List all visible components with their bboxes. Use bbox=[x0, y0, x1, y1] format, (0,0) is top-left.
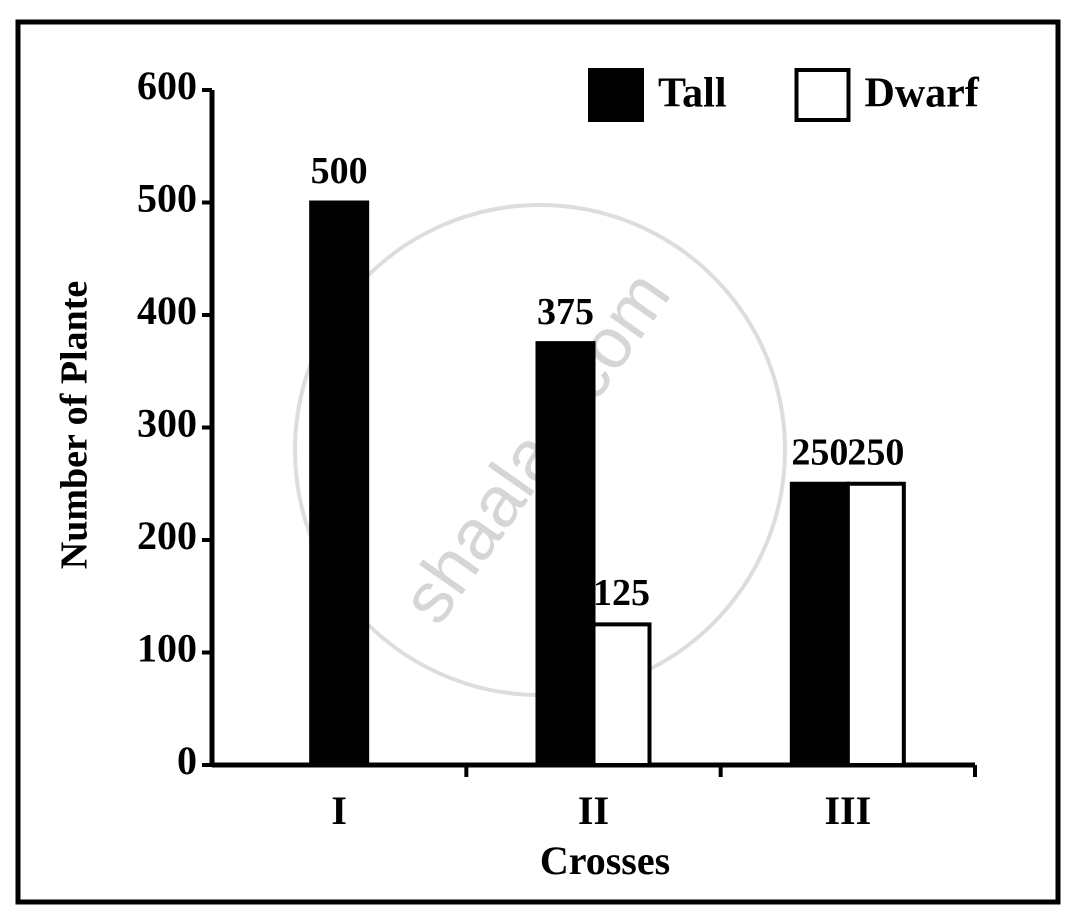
y-tick-label: 500 bbox=[137, 176, 197, 221]
data-label: 250 bbox=[847, 431, 904, 473]
x-tick-label: III bbox=[824, 788, 871, 833]
bar bbox=[309, 200, 370, 767]
x-tick-label: I bbox=[331, 788, 347, 833]
x-tick-label: II bbox=[578, 788, 609, 833]
data-label: 250 bbox=[791, 431, 848, 473]
y-tick-label: 200 bbox=[137, 513, 197, 558]
bar bbox=[845, 481, 906, 767]
y-tick-label: 600 bbox=[137, 63, 197, 108]
data-label: 125 bbox=[593, 572, 650, 614]
y-tick-label: 100 bbox=[137, 626, 197, 671]
y-tick-label: 400 bbox=[137, 288, 197, 333]
legend-label: Tall bbox=[658, 71, 727, 117]
data-label: 500 bbox=[311, 150, 368, 192]
y-axis-label: Number of Plante bbox=[54, 281, 96, 570]
data-label: 375 bbox=[537, 291, 594, 333]
y-tick-label: 300 bbox=[137, 401, 197, 446]
legend-swatch bbox=[588, 68, 644, 122]
bar bbox=[535, 341, 596, 767]
legend-swatch bbox=[794, 68, 851, 122]
y-tick-label: 0 bbox=[177, 738, 197, 783]
bar bbox=[591, 622, 652, 767]
bar bbox=[789, 481, 850, 767]
legend-label: Dwarf bbox=[865, 71, 980, 117]
x-axis-label: Crosses bbox=[540, 838, 670, 883]
